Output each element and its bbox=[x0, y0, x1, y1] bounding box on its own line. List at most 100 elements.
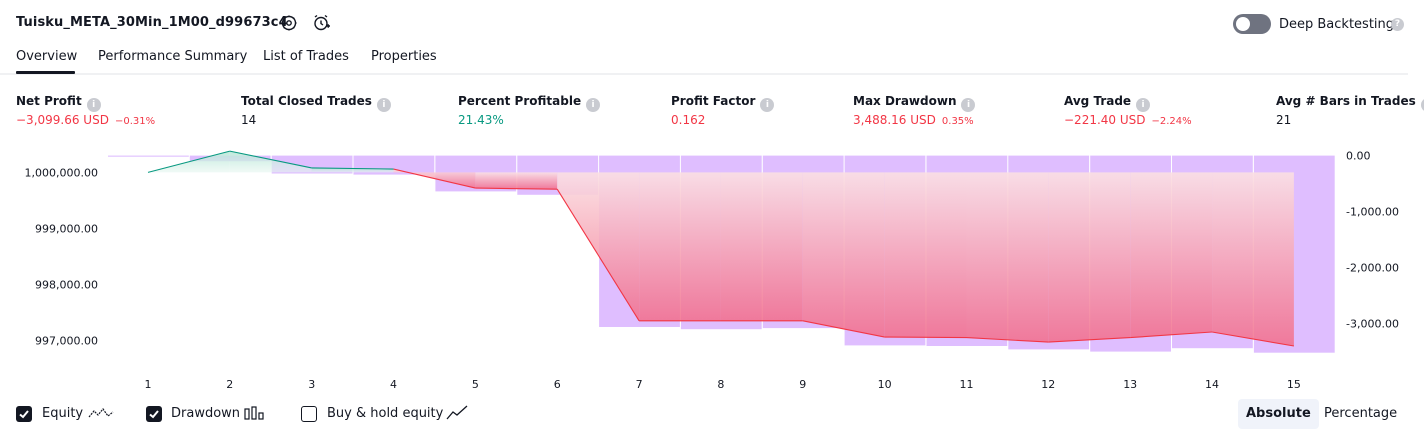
equity-checkbox[interactable] bbox=[16, 406, 32, 422]
equity-drawdown-chart: 1,000,000.00 999,000.00 998,000.00 997,000.… bbox=[25, 150, 1399, 391]
metric-avg-bars-value: 21 bbox=[1276, 113, 1292, 127]
x-axis-tick-label: 13 bbox=[1123, 378, 1137, 391]
equity-line-segment bbox=[884, 336, 967, 339]
metric-percent-profitable-value: 21.43% bbox=[458, 113, 504, 127]
x-axis-tick-label: 11 bbox=[960, 378, 974, 391]
equity-line-segment bbox=[556, 188, 640, 322]
tab-list-of-trades[interactable]: List of Trades bbox=[263, 49, 349, 64]
tab-overview[interactable]: Overview bbox=[16, 49, 78, 64]
right-axis: 0.00 -1,000.00 -2,000.00 -3,000.00 bbox=[1346, 150, 1399, 331]
buy-hold-checkbox[interactable] bbox=[301, 406, 317, 422]
x-axis-tick-label: 10 bbox=[878, 378, 892, 391]
equity-loss-area bbox=[720, 172, 803, 321]
check-icon bbox=[149, 410, 159, 419]
info-icon[interactable]: i bbox=[760, 98, 775, 112]
toggle-knob bbox=[1236, 17, 1250, 31]
tab-active-indicator bbox=[16, 71, 75, 74]
equity-line-segment bbox=[147, 150, 230, 173]
equity-loss-area bbox=[639, 172, 721, 321]
buy-hold-line-icon bbox=[446, 405, 468, 420]
metric-max-drawdown-value: 3,488.16 USD 0.35% bbox=[853, 113, 974, 127]
deep-backtesting-label: Deep Backtesting bbox=[1279, 17, 1395, 32]
metric-total-closed-trades-label: Total Closed Trades i bbox=[241, 94, 391, 112]
equity-fill bbox=[148, 151, 1294, 346]
equity-loss-area bbox=[802, 172, 885, 338]
x-axis-tick-label: 7 bbox=[636, 378, 643, 391]
x-axis-tick-label: 12 bbox=[1041, 378, 1055, 391]
equity-gain-area bbox=[229, 151, 312, 173]
metric-percent-profitable-label: Percent Profitable i bbox=[458, 94, 601, 112]
deep-backtesting-toggle[interactable] bbox=[1233, 14, 1271, 34]
equity-loss-area bbox=[884, 172, 967, 338]
right-axis-tick-label: -2,000.00 bbox=[1346, 262, 1399, 275]
x-axis-tick-label: 9 bbox=[799, 378, 806, 391]
add-alert-clock-icon[interactable] bbox=[313, 14, 331, 32]
equity-line-segment bbox=[1130, 331, 1213, 339]
x-axis-tick-label: 3 bbox=[308, 378, 315, 391]
equity-line-segment bbox=[229, 150, 312, 169]
metric-avg-trade-value: −221.40 USD −2.24% bbox=[1064, 113, 1192, 127]
drawdown-bars-icon bbox=[244, 406, 264, 420]
left-axis: 1,000,000.00 999,000.00 998,000.00 997,000.… bbox=[25, 166, 98, 347]
x-axis-tick-label: 1 bbox=[145, 378, 152, 391]
legend-equity-label: Equity bbox=[42, 406, 84, 421]
x-axis: 1 2 3 4 5 6 7 8 9 10 11 12 13 14 15 bbox=[145, 378, 1301, 391]
tab-performance-summary[interactable]: Performance Summary bbox=[98, 49, 248, 64]
equity-loss-area bbox=[1130, 172, 1213, 338]
info-icon[interactable]: i bbox=[961, 98, 976, 112]
equity-line-segment bbox=[966, 337, 1049, 343]
absolute-button[interactable]: Absolute bbox=[1238, 399, 1319, 429]
info-icon[interactable]: i bbox=[586, 98, 601, 112]
left-axis-tick-label: 999,000.00 bbox=[35, 222, 98, 235]
left-axis-tick-label: 1,000,000.00 bbox=[25, 166, 98, 179]
right-axis-tick-label: -3,000.00 bbox=[1346, 318, 1399, 331]
equity-line-segment bbox=[475, 187, 558, 190]
equity-line-segment bbox=[311, 167, 394, 170]
equity-loss-area bbox=[966, 172, 1049, 343]
equity-gain-area bbox=[148, 151, 230, 173]
x-axis-tick-label: 4 bbox=[390, 378, 397, 391]
x-axis-tick-label: 6 bbox=[554, 378, 561, 391]
x-axis-tick-label: 8 bbox=[717, 378, 724, 391]
strategy-title: Tuisku_META_30Min_1M00_d99673c4 bbox=[16, 15, 288, 30]
info-icon[interactable]: i bbox=[376, 98, 391, 112]
right-axis-tick-label: -1,000.00 bbox=[1346, 206, 1399, 219]
info-icon[interactable]: i bbox=[1420, 98, 1424, 112]
equity-loss-area bbox=[1048, 172, 1131, 343]
metric-net-profit-label: Net Profit i bbox=[16, 94, 101, 112]
equity-loss-area bbox=[393, 169, 476, 189]
equity-line-segment bbox=[1048, 337, 1131, 343]
info-icon[interactable]: i bbox=[1136, 98, 1151, 112]
metric-total-closed-trades-value: 14 bbox=[241, 113, 257, 127]
equity-loss-area bbox=[557, 172, 640, 321]
equity-loss-area bbox=[1212, 172, 1294, 346]
check-icon bbox=[19, 410, 29, 419]
equity-line-segment bbox=[393, 168, 476, 189]
metric-profit-factor-value: 0.162 bbox=[671, 113, 706, 127]
metric-net-profit-value: −3,099.66 USD −0.31% bbox=[16, 113, 156, 127]
metric-profit-factor-label: Profit Factor i bbox=[671, 94, 775, 112]
percentage-button[interactable]: Percentage bbox=[1324, 406, 1398, 421]
x-axis-tick-label: 15 bbox=[1287, 378, 1301, 391]
drawdown-checkbox[interactable] bbox=[146, 406, 162, 422]
metric-avg-trade-label: Avg Trade i bbox=[1064, 94, 1151, 112]
equity-line-segment bbox=[802, 320, 885, 338]
info-icon[interactable]: i bbox=[86, 98, 101, 112]
left-axis-tick-label: 998,000.00 bbox=[35, 278, 98, 291]
equity-line-icon bbox=[88, 408, 114, 418]
drawdown-bar bbox=[108, 155, 189, 157]
tab-properties[interactable]: Properties bbox=[371, 49, 437, 64]
legend-drawdown-label: Drawdown bbox=[171, 406, 241, 421]
help-icon[interactable]: ? bbox=[1391, 18, 1404, 31]
x-axis-tick-label: 14 bbox=[1205, 378, 1219, 391]
equity-loss-area bbox=[475, 172, 558, 190]
x-axis-tick-label: 2 bbox=[226, 378, 233, 391]
legend-buy-hold-label: Buy & hold equity bbox=[327, 406, 444, 421]
right-axis-tick-label: 0.00 bbox=[1346, 150, 1371, 163]
equity-line bbox=[147, 150, 1294, 347]
left-axis-tick-label: 997,000.00 bbox=[35, 334, 98, 347]
equity-line-segment bbox=[1211, 331, 1294, 347]
metric-max-drawdown-label: Max Drawdown i bbox=[853, 94, 976, 112]
settings-gear-icon[interactable] bbox=[280, 14, 298, 32]
x-axis-tick-label: 5 bbox=[472, 378, 479, 391]
